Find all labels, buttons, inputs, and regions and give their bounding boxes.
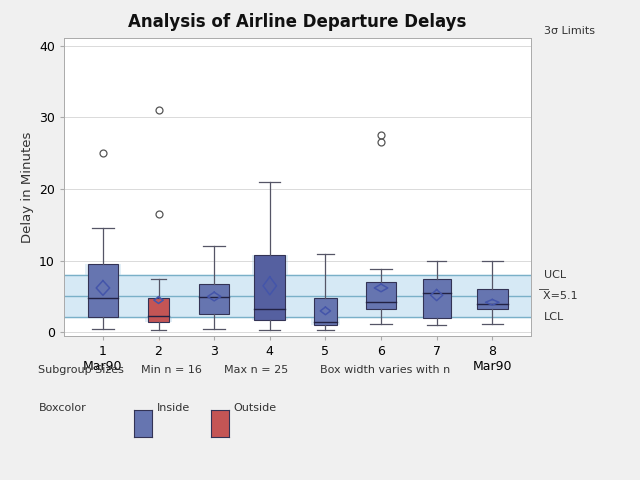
Bar (199, 284, 230, 314)
Bar (64, 275, 531, 317)
Bar (145, 317, 172, 322)
Bar (252, 317, 288, 320)
Text: Outside: Outside (234, 403, 276, 413)
Bar (255, 255, 285, 320)
Text: Max n = 25: Max n = 25 (224, 365, 288, 375)
Bar (85, 264, 121, 275)
Text: Subgroup Sizes: Subgroup Sizes (38, 365, 124, 375)
Bar (314, 298, 337, 325)
Bar (252, 255, 288, 275)
Text: 3σ Limits: 3σ Limits (544, 26, 595, 36)
Text: Boxcolor: Boxcolor (38, 403, 86, 413)
Bar (365, 282, 396, 310)
Bar (88, 264, 118, 317)
Bar (423, 278, 451, 318)
Title: Analysis of Airline Departure Delays: Analysis of Airline Departure Delays (129, 13, 467, 31)
Text: ͞X=5.1: ͞X=5.1 (544, 291, 579, 301)
Y-axis label: Delay in Minutes: Delay in Minutes (20, 132, 33, 243)
Bar (148, 298, 169, 322)
Text: Box width varies with n: Box width varies with n (320, 365, 451, 375)
Bar (420, 317, 453, 318)
Bar (311, 317, 340, 325)
Text: Min n = 16: Min n = 16 (141, 365, 202, 375)
Text: LCL: LCL (544, 312, 564, 322)
Text: Inside: Inside (157, 403, 190, 413)
Text: UCL: UCL (544, 270, 566, 280)
Bar (477, 289, 508, 310)
